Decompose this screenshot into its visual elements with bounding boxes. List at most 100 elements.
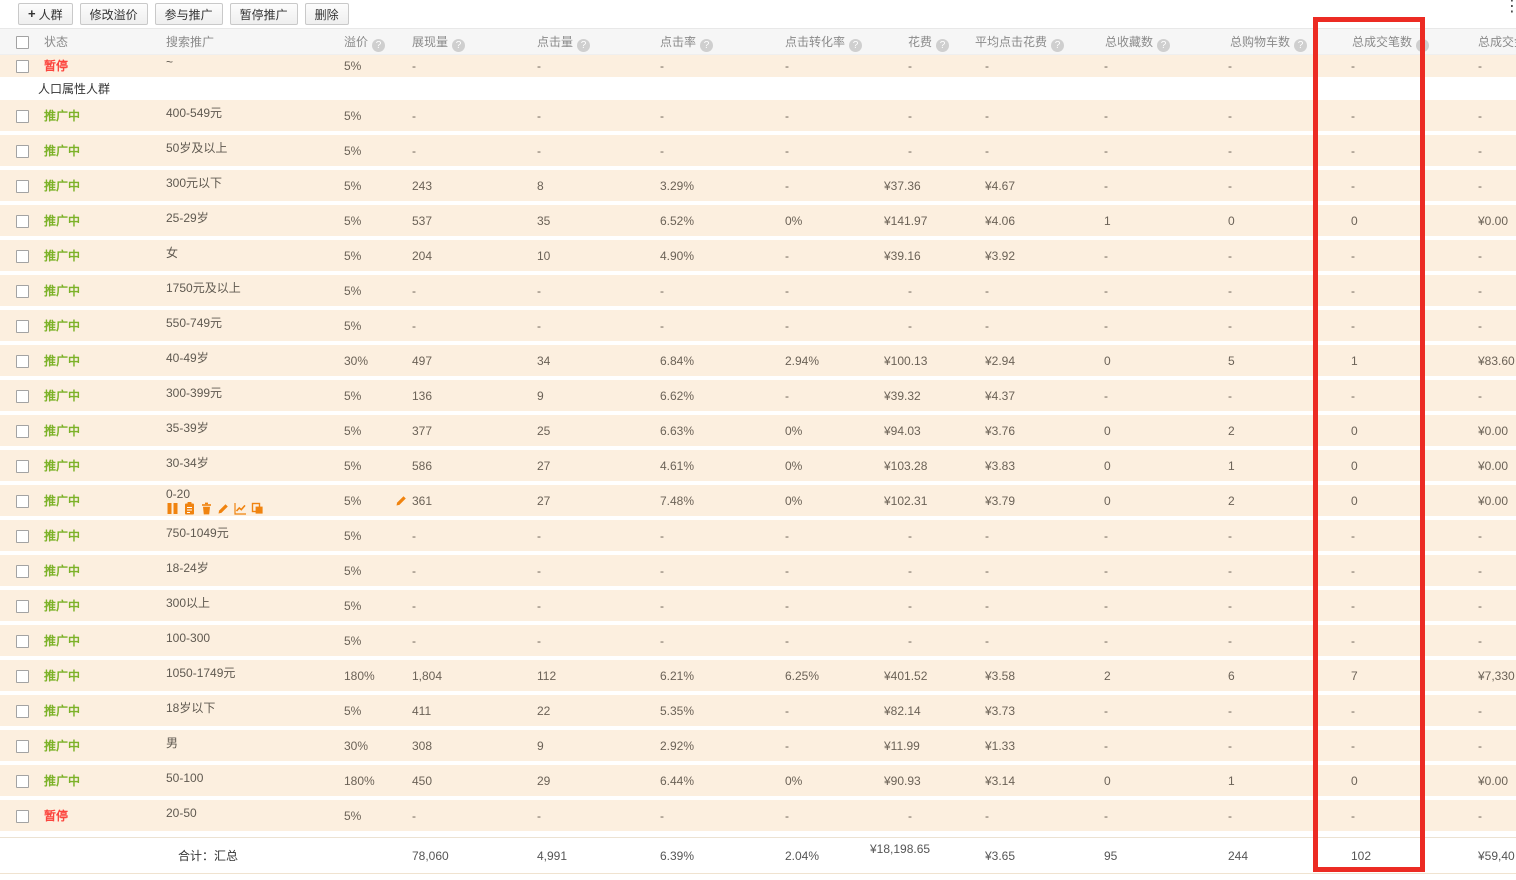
row-checkbox[interactable] [16,320,29,333]
row-checkbox[interactable] [16,215,29,228]
cell-orders: - [1351,599,1355,613]
cell-premium: 5% [344,529,362,543]
row-checkbox[interactable] [16,180,29,193]
cell-avg_cost: - [985,319,989,333]
cell-premium: 30% [344,354,369,368]
cell-favorites: - [1104,179,1108,193]
row-checkbox[interactable] [16,460,29,473]
pencil-icon[interactable] [217,502,230,515]
cell-cvr: - [785,109,789,123]
crowd-name: 35-39岁 [166,421,209,435]
row-checkbox[interactable] [16,495,29,508]
select-all-checkbox[interactable] [16,36,29,49]
help-icon[interactable]: ? [372,39,386,52]
toolbar-button-删除[interactable]: 删除 [304,3,349,25]
cell-favorites: - [1104,739,1108,753]
row-checkbox[interactable] [16,425,29,438]
cell-cvr: - [785,249,789,263]
row-checkbox[interactable] [16,740,29,753]
toolbar-button-参与推广[interactable]: 参与推广 [154,3,223,25]
trash-icon[interactable] [200,502,213,515]
copy-icon[interactable] [251,502,264,515]
cell-ctr: - [660,634,664,648]
table-row: 推广中 50-100 180% 450 29 6.44% 0% ¥90.93 ¥3.14 0 1 0 ¥… [0,765,1516,798]
row-checkbox[interactable] [16,775,29,788]
column-header-label: 总成交金额 [1478,35,1516,49]
cell-revenue: ¥0.00 [1478,774,1509,788]
row-checkbox[interactable] [16,670,29,683]
cell-ctr: 6.63% [660,424,695,438]
cell-carts: 5 [1228,354,1235,368]
crowd-name: 40-49岁 [166,351,209,365]
help-icon[interactable]: ? [1157,39,1171,52]
cell-cost: ¥102.31 [884,494,928,508]
row-checkbox[interactable] [16,635,29,648]
help-icon[interactable]: ? [1051,39,1065,52]
help-icon[interactable]: ? [700,39,714,52]
help-icon[interactable]: ? [577,39,591,52]
help-icon[interactable]: ? [936,39,950,52]
more-options-icon[interactable]: ⋮ [1504,0,1516,15]
row-checkbox[interactable] [16,250,29,263]
crowd-name: 30-34岁 [166,456,209,470]
cell-clicks: 10 [537,249,551,263]
clipboard-icon[interactable] [183,502,196,515]
crowd-name: 25-29岁 [166,211,209,225]
status-badge: 推广中 [44,284,81,298]
cell-cvr: - [785,144,789,158]
edit-premium-icon[interactable] [395,494,408,512]
row-checkbox[interactable] [16,810,29,823]
cell-favorites: 2 [1104,669,1111,683]
cell-ctr: - [660,109,664,123]
cell-carts: - [1228,389,1232,403]
table-row: 推广中 男 30% 308 9 2.92% - ¥11.99 ¥1.33 - - - - [0,730,1516,763]
total-cell-impressions: 78,060 [412,849,449,863]
row-checkbox[interactable] [16,530,29,543]
help-icon[interactable]: ? [1416,39,1430,52]
status-badge: 推广中 [44,249,81,263]
cell-orders: - [1351,529,1355,543]
cell-orders: - [1351,389,1355,403]
cell-carts: - [1228,809,1232,823]
cell-cost: - [908,59,912,73]
chart-icon[interactable] [234,502,247,515]
cell-cvr: 0% [785,459,803,473]
cell-carts: - [1228,564,1232,578]
column-header-avg_cost: 平均点击花费? [975,29,1065,55]
cell-carts: - [1228,704,1232,718]
cell-favorites: 0 [1104,774,1111,788]
pause-icon[interactable] [166,502,179,515]
total-cell-revenue: ¥59,40 [1478,849,1515,863]
cell-avg_cost: ¥3.76 [985,424,1016,438]
toolbar-button-修改溢价[interactable]: 修改溢价 [79,3,148,25]
cell-ctr: - [660,59,664,73]
row-checkbox[interactable] [16,565,29,578]
row-checkbox[interactable] [16,145,29,158]
help-icon[interactable]: ? [849,39,863,52]
total-cell-cvr: 2.04% [785,849,820,863]
cell-cvr: - [785,529,789,543]
cell-carts: 6 [1228,669,1235,683]
row-checkbox[interactable] [16,705,29,718]
row-checkbox[interactable] [16,600,29,613]
cell-impressions: - [412,564,416,578]
cell-cvr: 0% [785,774,803,788]
cell-impressions: 204 [412,249,433,263]
cell-clicks: 27 [537,459,551,473]
cell-cost: - [908,599,912,613]
row-checkbox[interactable] [16,59,29,73]
cell-impressions: 308 [412,739,433,753]
column-header-premium: 溢价? [344,29,386,55]
cell-ctr: - [660,284,664,298]
row-checkbox[interactable] [16,390,29,403]
row-checkbox[interactable] [16,355,29,368]
help-icon[interactable]: ? [1294,39,1308,52]
cell-carts: - [1228,144,1232,158]
row-checkbox[interactable] [16,110,29,123]
toolbar-button-暂停推广[interactable]: 暂停推广 [229,3,298,25]
row-checkbox[interactable] [16,285,29,298]
toolbar-button-人群[interactable]: + 人群 [18,3,73,25]
help-icon[interactable]: ? [452,39,466,52]
cell-orders: - [1351,144,1355,158]
cell-cost: - [908,634,912,648]
